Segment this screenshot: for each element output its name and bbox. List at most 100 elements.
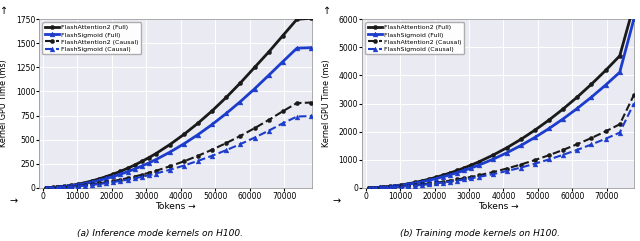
FlashAttention2 (Full) (279, 34, 287, 37)
FlashAttention2 (Causal) (81, 184, 89, 187)
FlashAttention2 (Full) (433, 176, 440, 179)
FlashAttention2 (Full) (56, 185, 64, 188)
FlashSigmoid (Causal) (517, 166, 525, 169)
FlashSigmoid (Causal) (81, 184, 89, 187)
FlashSigmoid (Full) (475, 164, 483, 167)
FlashAttention2 (Full) (418, 180, 426, 182)
FlashSigmoid (Full) (67, 184, 75, 187)
FlashAttention2 (Full) (559, 107, 567, 110)
FlashAttention2 (Full) (109, 173, 117, 175)
FlashSigmoid (Causal) (166, 168, 173, 171)
FlashAttention2 (Causal) (475, 174, 483, 177)
FlashAttention2 (Causal) (545, 154, 553, 157)
FlashAttention2 (Full) (380, 186, 387, 188)
FlashSigmoid (Full) (503, 151, 511, 154)
FlashSigmoid (Full) (152, 158, 159, 161)
FlashSigmoid (Causal) (237, 143, 244, 146)
Legend: FlashAttention2 (Full), FlashSigmoid (Full), FlashAttention2 (Causal), FlashSigm: FlashAttention2 (Full), FlashSigmoid (Fu… (42, 22, 141, 54)
FlashSigmoid (Causal) (489, 173, 497, 176)
FlashAttention2 (Full) (152, 152, 159, 155)
FlashAttention2 (Full) (293, 18, 301, 21)
FlashAttention2 (Causal) (489, 171, 497, 174)
FlashAttention2 (Causal) (426, 182, 433, 185)
Line: FlashAttention2 (Causal): FlashAttention2 (Causal) (44, 100, 313, 190)
FlashSigmoid (Full) (383, 185, 390, 188)
FlashSigmoid (Causal) (67, 185, 75, 188)
Text: Kernel GPU Time (ms): Kernel GPU Time (ms) (323, 60, 332, 147)
FlashAttention2 (Full) (63, 185, 71, 187)
FlashSigmoid (Causal) (88, 183, 96, 186)
FlashAttention2 (Full) (53, 186, 61, 188)
FlashSigmoid (Full) (602, 84, 609, 87)
FlashAttention2 (Causal) (531, 159, 539, 161)
FlashAttention2 (Causal) (372, 186, 380, 189)
FlashSigmoid (Causal) (588, 143, 595, 146)
FlashSigmoid (Full) (588, 96, 595, 99)
FlashSigmoid (Full) (102, 177, 110, 180)
FlashSigmoid (Causal) (447, 180, 454, 183)
FlashSigmoid (Causal) (223, 149, 230, 152)
Line: FlashAttention2 (Full): FlashAttention2 (Full) (44, 16, 313, 190)
FlashAttention2 (Causal) (454, 178, 461, 181)
FlashAttention2 (Causal) (383, 186, 390, 189)
FlashSigmoid (Causal) (95, 183, 103, 186)
FlashAttention2 (Causal) (503, 167, 511, 170)
X-axis label: Tokens →: Tokens → (478, 202, 518, 211)
Line: FlashSigmoid (Full): FlashSigmoid (Full) (367, 17, 636, 190)
FlashSigmoid (Full) (447, 173, 454, 176)
FlashAttention2 (Full) (209, 109, 216, 112)
FlashSigmoid (Full) (237, 100, 244, 103)
FlashSigmoid (Full) (56, 186, 64, 188)
FlashSigmoid (Causal) (418, 183, 426, 186)
FlashAttention2 (Full) (237, 81, 244, 84)
FlashSigmoid (Causal) (630, 102, 637, 105)
FlashSigmoid (Full) (418, 180, 426, 183)
FlashAttention2 (Causal) (461, 177, 468, 180)
FlashAttention2 (Causal) (131, 175, 138, 178)
FlashAttention2 (Causal) (369, 186, 376, 189)
FlashAttention2 (Full) (60, 185, 68, 188)
FlashSigmoid (Causal) (383, 186, 390, 189)
FlashSigmoid (Full) (116, 173, 124, 176)
Text: →: → (10, 196, 17, 206)
FlashAttention2 (Causal) (74, 185, 82, 187)
FlashSigmoid (Causal) (116, 180, 124, 182)
Text: ↑: ↑ (0, 6, 8, 16)
FlashSigmoid (Full) (307, 46, 315, 49)
FlashSigmoid (Full) (166, 151, 173, 154)
FlashAttention2 (Causal) (376, 186, 383, 189)
FlashSigmoid (Causal) (468, 177, 476, 180)
FlashSigmoid (Causal) (53, 186, 61, 189)
FlashSigmoid (Full) (81, 182, 89, 185)
FlashSigmoid (Causal) (404, 185, 412, 187)
FlashAttention2 (Full) (545, 119, 553, 121)
FlashAttention2 (Full) (404, 182, 412, 185)
FlashSigmoid (Full) (53, 186, 61, 189)
FlashAttention2 (Causal) (588, 136, 595, 139)
FlashSigmoid (Full) (223, 112, 230, 115)
FlashAttention2 (Full) (447, 171, 454, 174)
FlashSigmoid (Causal) (63, 186, 71, 188)
FlashAttention2 (Causal) (307, 101, 315, 104)
FlashSigmoid (Causal) (265, 129, 273, 132)
FlashAttention2 (Full) (588, 83, 595, 86)
FlashSigmoid (Full) (387, 185, 394, 188)
FlashSigmoid (Causal) (426, 183, 433, 186)
FlashSigmoid (Causal) (545, 158, 553, 161)
FlashSigmoid (Full) (131, 167, 138, 170)
FlashSigmoid (Full) (63, 185, 71, 188)
FlashSigmoid (Full) (279, 60, 287, 63)
FlashAttention2 (Causal) (49, 186, 57, 189)
FlashAttention2 (Causal) (279, 110, 287, 113)
FlashAttention2 (Full) (88, 179, 96, 182)
Line: FlashAttention2 (Full): FlashAttention2 (Full) (367, 3, 636, 190)
FlashSigmoid (Causal) (387, 186, 394, 189)
FlashSigmoid (Full) (369, 186, 376, 189)
Text: (b) Training mode kernels on H100.: (b) Training mode kernels on H100. (400, 229, 560, 238)
FlashAttention2 (Causal) (53, 186, 61, 189)
FlashAttention2 (Causal) (559, 148, 567, 151)
Line: FlashSigmoid (Full): FlashSigmoid (Full) (44, 45, 314, 190)
Text: (a) Inference mode kernels on H100.: (a) Inference mode kernels on H100. (77, 229, 243, 238)
FlashSigmoid (Causal) (293, 115, 301, 118)
FlashAttention2 (Causal) (573, 143, 581, 146)
